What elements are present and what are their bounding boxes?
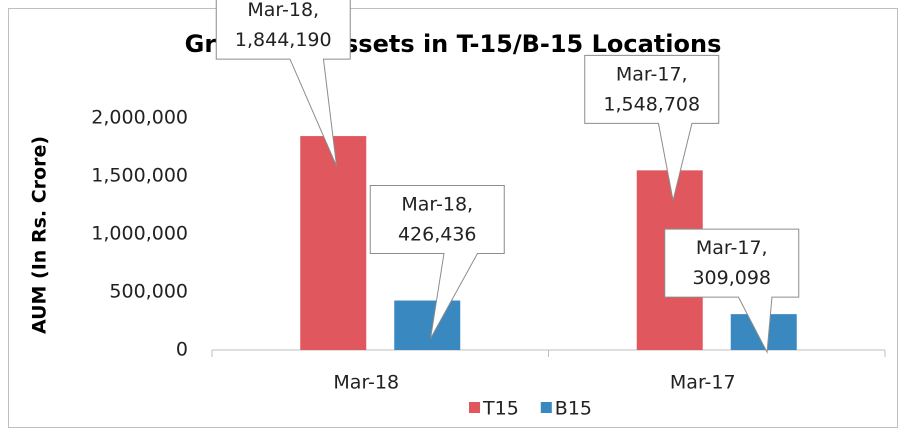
data-callout: Mar-18, 426,436 bbox=[369, 185, 505, 339]
legend-label: B15 bbox=[555, 398, 592, 420]
legend-label: T15 bbox=[482, 398, 519, 420]
callout-shape bbox=[215, 0, 351, 167]
data-label: Mar-17, 309,098 bbox=[692, 237, 771, 289]
data-callout: Mar-17, 1,548,708 bbox=[584, 54, 720, 201]
y-tick-label: 0 bbox=[176, 339, 188, 361]
bar bbox=[300, 136, 367, 350]
data-label: Mar-18, 426,436 bbox=[398, 193, 477, 245]
callout-shape bbox=[664, 228, 800, 354]
y-tick-label: 1,500,000 bbox=[91, 165, 188, 187]
legend-swatch bbox=[540, 402, 552, 413]
data-callout: Mar-17, 309,098 bbox=[664, 228, 800, 354]
data-label: Mar-18, 1,844,190 bbox=[235, 0, 332, 51]
y-tick-label: 1,000,000 bbox=[91, 223, 188, 245]
callout-shape bbox=[369, 185, 505, 339]
y-tick-label: 2,000,000 bbox=[91, 107, 188, 129]
x-tick-label: Mar-18 bbox=[333, 372, 399, 394]
data-label: Mar-17, 1,548,708 bbox=[603, 63, 700, 115]
data-callout: Mar-18, 1,844,190 bbox=[215, 0, 351, 167]
y-tick-label: 500,000 bbox=[109, 281, 188, 303]
callout-shape bbox=[584, 54, 720, 201]
y-axis-label: AUM (In Rs. Crore) bbox=[29, 136, 51, 334]
bar bbox=[394, 300, 461, 350]
x-tick-label: Mar-17 bbox=[670, 372, 736, 394]
legend-swatch bbox=[469, 402, 480, 413]
